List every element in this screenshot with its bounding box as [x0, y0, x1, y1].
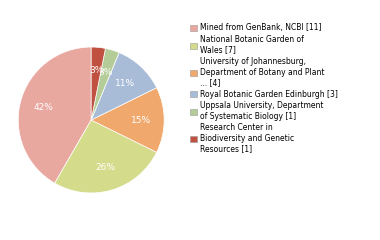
Text: 15%: 15%	[131, 115, 151, 125]
Text: 26%: 26%	[96, 163, 116, 172]
Text: 3%: 3%	[98, 68, 113, 77]
Wedge shape	[18, 47, 91, 183]
Wedge shape	[91, 53, 157, 120]
Legend: Mined from GenBank, NCBI [11], National Botanic Garden of
Wales [7], University : Mined from GenBank, NCBI [11], National …	[190, 24, 338, 153]
Text: 11%: 11%	[115, 79, 135, 88]
Text: 3%: 3%	[89, 66, 103, 75]
Wedge shape	[91, 48, 119, 120]
Wedge shape	[91, 47, 105, 120]
Wedge shape	[55, 120, 157, 193]
Text: 42%: 42%	[33, 103, 53, 112]
Wedge shape	[91, 88, 164, 152]
